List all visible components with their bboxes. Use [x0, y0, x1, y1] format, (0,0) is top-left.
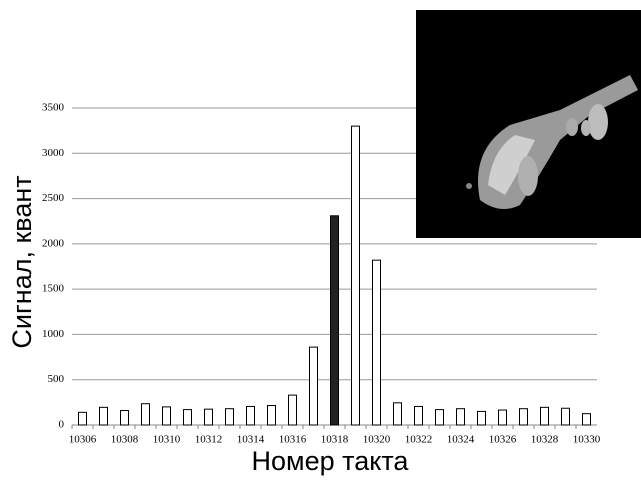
bar [78, 411, 87, 426]
x-tick-label: 10306 [69, 434, 97, 446]
x-tick-label: 10312 [195, 434, 223, 446]
bar [561, 407, 570, 426]
y-tick-label: 0 [59, 419, 65, 431]
bar [267, 405, 276, 426]
bar [225, 408, 234, 426]
x-tick-label: 10328 [531, 434, 559, 446]
x-tick-label: 10324 [447, 434, 475, 446]
bar [393, 402, 402, 426]
y-tick-label: 3000 [42, 147, 65, 159]
y-axis-title: Сигнал, квант [7, 175, 37, 348]
bar [540, 406, 549, 426]
bar [582, 413, 591, 426]
y-tick-label: 500 [48, 373, 65, 385]
x-axis-title: Номер такта [252, 446, 410, 476]
bar [456, 408, 465, 426]
bar [288, 394, 297, 426]
bar [309, 346, 318, 426]
x-tick-label: 10326 [489, 434, 517, 446]
bar [246, 405, 255, 426]
x-tick-label: 10318 [321, 434, 349, 446]
y-tick-label: 2000 [42, 237, 65, 249]
y-tick-label: 3500 [42, 102, 65, 114]
x-tick-label: 10308 [111, 434, 139, 446]
bar [351, 125, 360, 426]
y-tick-label: 1000 [42, 328, 65, 340]
x-tick-label: 10310 [153, 434, 181, 446]
bar [519, 408, 528, 426]
bar [498, 409, 507, 426]
x-tick-label: 10316 [279, 434, 307, 446]
x-tick-label: 10314 [237, 434, 265, 446]
bar [330, 215, 339, 426]
y-tick-label: 2500 [42, 192, 65, 204]
bar [162, 406, 171, 426]
bar [141, 403, 150, 426]
bar [372, 259, 381, 426]
bar [204, 408, 213, 426]
bar [99, 406, 108, 426]
inset-image [416, 10, 641, 238]
bar [120, 410, 129, 426]
bar [183, 409, 192, 426]
bar [477, 410, 486, 426]
bar [435, 409, 444, 426]
x-tick-label: 10330 [573, 434, 601, 446]
bar [414, 405, 423, 426]
plot-area: 0 500 1000 1500 2000 2500 3000 3500 10306 10308 10… [42, 102, 601, 446]
x-tick-label: 10322 [405, 434, 433, 446]
y-tick-label: 1500 [42, 283, 65, 295]
x-tick-label: 10320 [363, 434, 391, 446]
